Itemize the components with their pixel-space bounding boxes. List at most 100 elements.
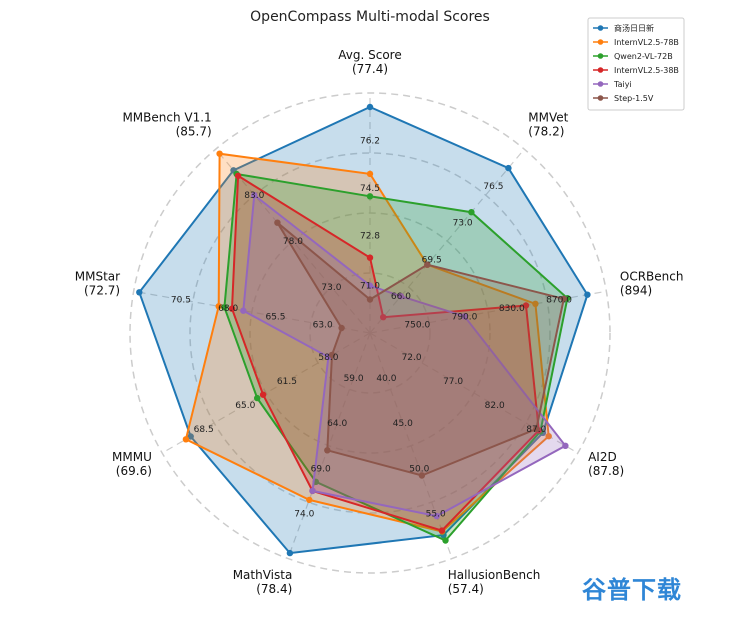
watermark-logo: 谷普下载	[582, 576, 682, 604]
axis-label-hallusionbench: HallusionBench	[448, 568, 541, 582]
series-6-point-mmmu	[328, 351, 336, 359]
series-5-point-mmvet	[397, 293, 405, 300]
series-6-point-ocrbench	[560, 295, 567, 302]
series-6-point-avg-score	[366, 296, 374, 303]
legend-marker-1	[597, 25, 604, 31]
axis-label-mmvet: MMVet	[528, 111, 568, 125]
series-4-point-mmmu	[259, 391, 267, 398]
series-6-point-mathvista	[324, 447, 331, 454]
axis-label-ocrbench: OCRBench	[620, 270, 684, 284]
series-area-6	[276, 221, 565, 477]
axis-label-ai2d: AI2D	[588, 450, 617, 464]
grid-circle-3	[189, 152, 551, 514]
tick-label-hallusionbench-2: 45.0	[393, 419, 413, 429]
series-6-point-hallusionbench	[418, 472, 426, 479]
legend-marker-3	[597, 53, 604, 59]
series-3-point-mmmu	[254, 394, 261, 402]
tick-label-mathvista-3: 69.0	[311, 464, 331, 474]
tick-label-ocrbench-1: 750.0	[404, 321, 430, 331]
tick-label-mmbench-v1-1-3: 83.0	[244, 191, 264, 201]
tick-label-mmbench-v1-1-2: 78.0	[283, 237, 303, 247]
legend-marker-5	[597, 81, 604, 87]
tick-label-mathvista-1: 59.0	[344, 374, 364, 384]
series-1-point-mmvet	[505, 164, 512, 172]
legend-box	[587, 17, 685, 111]
axis-value-hallusionbench: (57.4)	[448, 582, 484, 596]
series-2-point-ocrbench	[532, 300, 539, 307]
tick-label-avg-score-4: 76.2	[360, 136, 380, 146]
series-5-point-mmbench-v1-1	[251, 191, 258, 199]
tick-label-ocrbench-4: 870.0	[546, 296, 572, 306]
series-area-4	[230, 174, 540, 532]
grid-circle-4	[129, 92, 611, 574]
legend-marker-4	[597, 67, 604, 73]
series-4-point-avg-score	[366, 254, 374, 261]
legend: 商汤日日新 InternVL2.5-78B Qwen2-VL-72B InternVL…	[587, 17, 685, 111]
tick-label-ai2d-3: 82.0	[485, 401, 505, 411]
axis-value-avg-score: (77.4)	[352, 62, 388, 76]
tick-label-ai2d-2: 77.0	[443, 377, 463, 387]
label-layer: 71.0 72.8 74.5 76.2 Avg. Score(77.4) 66.0 69.5…	[75, 48, 684, 596]
series-1-point-mmmu	[187, 433, 194, 440]
axis-value-mmvet: (78.2)	[528, 125, 564, 139]
legend-label-6: Step-1.5V	[614, 94, 654, 103]
chart-title: OpenCompass Multi-modal Scores	[250, 9, 490, 25]
series-5-point-mmstar	[240, 307, 247, 314]
series-5-point-avg-score	[366, 282, 374, 289]
tick-label-mmvet-3: 73.0	[453, 219, 473, 229]
series-1-point-avg-score	[366, 103, 374, 111]
series-2-point-mmmu	[182, 436, 190, 443]
tick-label-avg-score-3: 74.5	[360, 184, 380, 194]
series-6-point-mmstar	[338, 324, 345, 332]
axis-value-mmbench-v1-1: (85.7)	[176, 125, 212, 139]
tick-label-ocrbench-2: 790.0	[452, 312, 478, 322]
series-6-point-mmvet	[424, 261, 431, 268]
grid-spoke-ai2d	[369, 332, 579, 454]
axis-label-mmmu: MMMU	[112, 450, 152, 464]
grid-layer	[129, 92, 611, 574]
series-2-point-mmstar	[215, 303, 222, 310]
legend-label-4: InternVL2.5-38B	[614, 66, 679, 75]
series-2-point-mmbench-v1-1	[216, 150, 223, 157]
tick-label-mmvet-2: 69.5	[422, 256, 442, 266]
legend-label-5: Taiyi	[613, 80, 632, 89]
grid-spoke-mathvista	[287, 332, 371, 559]
axis-value-ai2d: (87.8)	[588, 464, 624, 478]
tick-label-ai2d-1: 72.0	[402, 353, 422, 363]
tick-label-mmstar-1: 63.0	[313, 321, 333, 331]
tick-label-mmvet-4: 76.5	[483, 182, 503, 192]
legend-marker-2	[597, 39, 604, 45]
grid-spoke-mmvet	[369, 148, 525, 334]
grid-spoke-ocrbench	[369, 290, 607, 334]
tick-label-mmmu-2: 61.5	[277, 377, 297, 387]
tick-label-avg-score-1: 71.0	[360, 282, 380, 292]
series-4-point-mmvet	[380, 314, 387, 321]
grid-spoke-mmstar	[133, 290, 371, 334]
axis-value-ocrbench: (894)	[620, 284, 652, 298]
grid-spoke-mmmu	[161, 332, 371, 454]
series-5-point-ocrbench	[461, 313, 468, 320]
series-layer	[136, 103, 591, 557]
series-3-point-mmvet	[468, 209, 475, 216]
legend-label-3: Qwen2-VL-72B	[614, 52, 673, 61]
axis-label-avg-score: Avg. Score	[338, 48, 401, 62]
series-1-point-ocrbench	[584, 291, 591, 298]
grid-spoke-hallusionbench	[369, 332, 453, 559]
series-5-point-ai2d	[562, 442, 569, 449]
series-4-point-ocrbench	[522, 302, 530, 309]
tick-label-hallusionbench-1: 40.0	[376, 374, 396, 384]
tick-label-hallusionbench-4: 55.0	[426, 509, 446, 519]
tick-label-mmbench-v1-1-1: 73.0	[321, 283, 341, 293]
tick-label-mmvet-1: 66.0	[391, 292, 411, 302]
tick-label-mathvista-4: 74.0	[294, 509, 314, 519]
series-2-point-ai2d	[545, 433, 552, 440]
tick-label-ocrbench-3: 830.0	[499, 304, 525, 314]
series-3-point-avg-score	[366, 193, 374, 200]
tick-label-mmstar-4: 70.5	[171, 296, 191, 306]
series-6-point-mmbench-v1-1	[274, 219, 281, 226]
series-4-point-hallusionbench	[438, 527, 446, 534]
tick-label-mmstar-3: 68.0	[218, 304, 238, 314]
axis-label-mathvista: MathVista	[233, 568, 293, 582]
